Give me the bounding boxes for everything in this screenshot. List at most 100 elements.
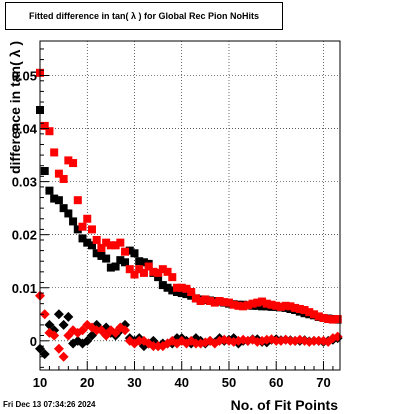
data-point-square [220,298,229,307]
data-point-square [177,289,186,298]
data-point-square [69,217,78,226]
data-point-square [121,247,130,256]
data-point-square [191,294,200,303]
data-point-square [300,306,309,315]
data-point-square [286,302,295,311]
data-point-square [163,283,172,292]
data-point-square [73,225,82,234]
y-axis-label: difference in tan( λ ) [7,41,23,174]
data-point-square [130,249,139,258]
x-tick-label: 50 [222,375,236,390]
x-tick-label: 60 [269,375,283,390]
data-point-square [182,284,191,293]
data-point-square [54,196,63,205]
x-axis-label: No. of Fit Points [231,397,339,413]
data-point-square [239,302,248,311]
data-point-square [78,234,87,243]
plot-frame [39,40,341,371]
data-point-square [187,287,196,296]
data-point-diamond [44,319,55,330]
data-point-square [111,262,120,271]
data-point-diamond [58,351,69,362]
data-point-square [295,304,304,313]
data-point-square [73,196,82,205]
data-point-square [125,246,134,255]
y-tick-label: 0.01 [12,281,37,296]
x-tick-label: 30 [127,375,141,390]
data-point-square [40,167,49,176]
data-point-square [45,186,54,195]
data-point-square [262,299,271,308]
data-point-square [177,283,186,292]
data-point-diamond [39,309,50,320]
data-point-square [121,258,130,267]
y-tick-label: 0.03 [12,175,37,190]
timestamp: Fri Dec 13 07:34:26 2024 [3,400,96,409]
y-tick-label: 0.05 [12,68,37,83]
data-point-square [135,265,144,274]
data-point-square [243,301,252,310]
y-tick-label: 0.04 [12,122,38,137]
data-point-square [173,287,182,296]
data-point-square [168,286,177,295]
data-point-square [206,297,215,306]
data-point-diamond [86,330,97,341]
data-point-square [258,297,267,306]
data-point-square [40,121,49,130]
data-point-square [97,251,106,260]
data-point-square [158,265,167,274]
data-point-square [319,313,328,322]
data-point-square [139,268,148,277]
data-point-square [305,308,314,317]
data-point-square [106,263,115,272]
data-point-square [215,297,224,306]
data-point-square [291,303,300,312]
data-point-square [111,241,120,250]
data-point-square [272,301,281,310]
data-point-square [328,315,337,324]
data-point-square [333,315,342,324]
data-point-diamond [53,343,64,354]
data-point-diamond [53,309,64,320]
data-point-square [130,270,139,279]
data-point-square [173,283,182,292]
data-point-diamond [96,325,107,336]
data-point-square [59,174,68,183]
data-point-diamond [110,327,121,338]
data-point-square [54,169,63,178]
x-tick-label: 10 [33,375,47,390]
data-point-square [281,301,290,310]
data-point-diamond [120,325,131,336]
data-point-square [64,156,73,165]
data-point-square [83,238,92,247]
data-point-square [144,262,153,271]
data-point-square [158,281,167,290]
data-point-diamond [58,319,69,330]
y-tick-label: 0.02 [12,228,37,243]
data-point-square [229,300,238,309]
x-tick-label: 70 [316,375,330,390]
data-point-square [234,301,243,310]
data-point-square [310,310,319,319]
data-point-diamond [49,330,60,341]
data-point-square [163,267,172,276]
data-point-square [83,214,92,223]
data-point-square [92,235,101,244]
data-point-square [224,298,233,307]
data-point-square [253,298,262,307]
data-point-square [102,238,111,247]
data-point-square [135,257,144,266]
data-point-square [201,295,210,304]
data-point-square [59,204,68,213]
data-point-square [276,302,285,311]
y-tick-label: 0 [30,334,37,349]
data-point-square [106,241,115,250]
data-point-square [154,273,163,282]
data-point-diamond [82,335,93,346]
x-tick-label: 20 [80,375,94,390]
data-point-square [50,148,59,157]
data-point-square [116,238,125,247]
data-point-square [210,298,219,307]
data-point-square [45,127,54,136]
